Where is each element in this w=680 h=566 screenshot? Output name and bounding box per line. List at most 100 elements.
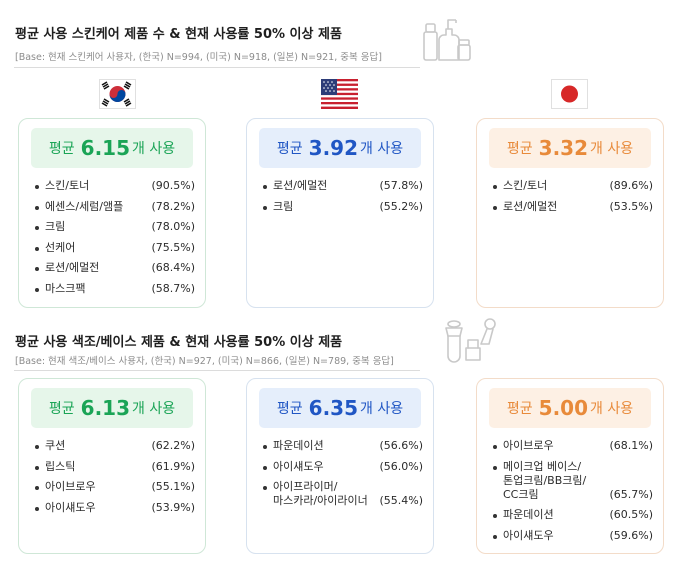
makeup-divider — [14, 370, 420, 371]
japan-flag-icon — [551, 79, 588, 109]
skincare-japan-list: 스킨/토너 (89.6%) 로션/에멀전 (53.5%) — [493, 179, 653, 220]
makeup-usa-card: 평균 6.35 개 사용 파운데이션 (56.6%) 아이섀도우 (56.0%) 아… — [246, 378, 434, 554]
item-label: 아이섀도우 — [45, 500, 96, 514]
item-label: 아이섀도우 — [273, 459, 324, 473]
item-percent: (55.4%) — [379, 494, 423, 507]
skincare-korea-average: 평균 6.15 개 사용 — [31, 128, 193, 168]
avg-suffix: 개 사용 — [590, 141, 634, 157]
list-item: 아이섀도우 (59.6%) — [493, 529, 653, 543]
makeup-japan-list: 아이브로우 (68.1%) 메이크업 베이스/ 톤업크림/BB크림/ CC크림 (6… — [493, 439, 653, 549]
item-label: 크림 — [45, 220, 66, 233]
item-percent: (68.4%) — [151, 261, 195, 274]
list-item: 선케어 (75.5%) — [35, 241, 195, 255]
item-label: 마스크팩 — [45, 281, 86, 295]
list-item: 메이크업 베이스/ 톤업크림/BB크림/ CC크림 (65.7%) — [493, 460, 653, 502]
avg-value: 6.15 — [80, 136, 131, 160]
avg-suffix: 개 사용 — [360, 141, 404, 157]
avg-value: 5.00 — [538, 396, 589, 420]
makeup-korea-list: 쿠션 (62.2%) 립스틱 (61.9%) 아이브로우 (55.1%) 아이섀도우 (… — [35, 439, 195, 521]
avg-suffix: 개 사용 — [360, 401, 404, 417]
avg-prefix: 평균 — [276, 141, 303, 157]
korea-flag-icon — [99, 79, 136, 109]
item-percent: (53.9%) — [151, 500, 195, 514]
item-percent: (60.5%) — [609, 508, 653, 521]
makeup-japan-card: 평균 5.00 개 사용 아이브로우 (68.1%) 메이크업 베이스/ 톤업크림… — [476, 378, 664, 554]
list-item: 마스크팩 (58.7%) — [35, 282, 195, 296]
skincare-base-note: [Base: 현재 스킨케어 사용자, (한국) N=994, (미국) N=9… — [15, 52, 382, 63]
makeup-usa-list: 파운데이션 (56.6%) 아이섀도우 (56.0%) 아이프라이머/ 마스카라/아… — [263, 439, 423, 515]
list-item: 크림 (78.0%) — [35, 220, 195, 234]
list-item: 로션/에멀전 (57.8%) — [263, 179, 423, 193]
item-label: 로션/에멀전 — [45, 261, 100, 274]
list-item: 아이섀도우 (56.0%) — [263, 460, 423, 474]
avg-prefix: 평균 — [276, 401, 303, 417]
avg-prefix: 평균 — [48, 401, 75, 417]
makeup-japan-average: 평균 5.00 개 사용 — [489, 388, 651, 428]
avg-suffix: 개 사용 — [132, 141, 176, 157]
avg-value: 3.32 — [538, 136, 589, 160]
item-percent: (78.2%) — [151, 199, 195, 213]
skincare-usa-list: 로션/에멀전 (57.8%) 크림 (55.2%) — [263, 179, 423, 220]
makeup-base-note: [Base: 현재 색조/베이스 사용자, (한국) N=927, (미국) N… — [15, 356, 394, 367]
item-label: 아이프라이머/ 마스카라/아이라이너 — [273, 480, 368, 507]
list-item: 스킨/토너 (90.5%) — [35, 179, 195, 193]
avg-value: 6.35 — [308, 396, 359, 420]
item-percent: (55.2%) — [379, 199, 423, 213]
avg-prefix: 평균 — [506, 141, 533, 157]
item-label: 스킨/토너 — [503, 179, 548, 192]
skincare-korea-card: 평균 6.15 개 사용 스킨/토너 (90.5%) 에센스/세럼/앰플 (78.2… — [18, 118, 206, 308]
skincare-usa-card: 평균 3.92 개 사용 로션/에멀전 (57.8%) 크림 (55.2%) — [246, 118, 434, 308]
item-percent: (62.2%) — [151, 439, 195, 452]
item-label: 립스틱 — [45, 459, 76, 473]
item-label: 스킨/토너 — [45, 179, 90, 192]
item-percent: (53.5%) — [609, 199, 653, 213]
item-percent: (56.6%) — [379, 439, 423, 452]
list-item: 크림 (55.2%) — [263, 200, 423, 214]
skincare-usa-average: 평균 3.92 개 사용 — [259, 128, 421, 168]
item-label: 파운데이션 — [503, 508, 554, 521]
item-label: 선케어 — [45, 240, 76, 254]
avg-suffix: 개 사용 — [132, 401, 176, 417]
list-item: 립스틱 (61.9%) — [35, 460, 195, 474]
item-label: 파운데이션 — [273, 439, 324, 452]
list-item: 스킨/토너 (89.6%) — [493, 179, 653, 193]
item-label: 아이브로우 — [45, 480, 96, 493]
makeup-usa-average: 평균 6.35 개 사용 — [259, 388, 421, 428]
item-percent: (58.7%) — [151, 281, 195, 295]
makeup-section-title: 평균 사용 색조/베이스 제품 & 현재 사용률 50% 이상 제품 — [15, 335, 343, 350]
list-item: 파운데이션 (56.6%) — [263, 439, 423, 453]
list-item: 로션/에멀전 (68.4%) — [35, 261, 195, 275]
item-label: 로션/에멀전 — [503, 199, 558, 213]
list-item: 아이프라이머/ 마스카라/아이라이너 (55.4%) — [263, 480, 423, 508]
makeup-korea-average: 평균 6.13 개 사용 — [31, 388, 193, 428]
item-percent: (56.0%) — [379, 459, 423, 473]
usa-flag-icon — [321, 79, 358, 109]
list-item: 에센스/세럼/앰플 (78.2%) — [35, 200, 195, 214]
item-percent: (59.6%) — [609, 528, 653, 542]
skincare-korea-list: 스킨/토너 (90.5%) 에센스/세럼/앰플 (78.2%) 크림 (78.0%) … — [35, 179, 195, 302]
list-item: 로션/에멀전 (53.5%) — [493, 200, 653, 214]
skincare-divider — [14, 67, 420, 68]
makeup-tools-icon — [445, 318, 496, 363]
item-percent: (55.1%) — [151, 480, 195, 493]
skincare-section-title: 평균 사용 스킨케어 제품 수 & 현재 사용률 50% 이상 제품 — [15, 27, 342, 42]
skincare-bottles-icon — [423, 19, 471, 61]
avg-prefix: 평균 — [48, 141, 75, 157]
item-label: 아이섀도우 — [503, 528, 554, 542]
item-percent: (90.5%) — [151, 179, 195, 192]
avg-suffix: 개 사용 — [590, 401, 634, 417]
skincare-japan-average: 평균 3.32 개 사용 — [489, 128, 651, 168]
item-label: 메이크업 베이스/ 톤업크림/BB크림/ CC크림 — [503, 459, 587, 501]
item-percent: (65.7%) — [609, 487, 653, 501]
item-percent: (68.1%) — [609, 439, 653, 452]
list-item: 아이브로우 (68.1%) — [493, 439, 653, 453]
makeup-korea-card: 평균 6.13 개 사용 쿠션 (62.2%) 립스틱 (61.9%) 아이브로우 (… — [18, 378, 206, 554]
item-label: 쿠션 — [45, 439, 66, 452]
skincare-japan-card: 평균 3.32 개 사용 스킨/토너 (89.6%) 로션/에멀전 (53.5%) — [476, 118, 664, 308]
list-item: 아이브로우 (55.1%) — [35, 480, 195, 494]
item-label: 로션/에멀전 — [273, 179, 328, 192]
item-label: 아이브로우 — [503, 439, 554, 452]
avg-value: 6.13 — [80, 396, 131, 420]
item-percent: (75.5%) — [151, 240, 195, 254]
item-percent: (61.9%) — [151, 459, 195, 473]
